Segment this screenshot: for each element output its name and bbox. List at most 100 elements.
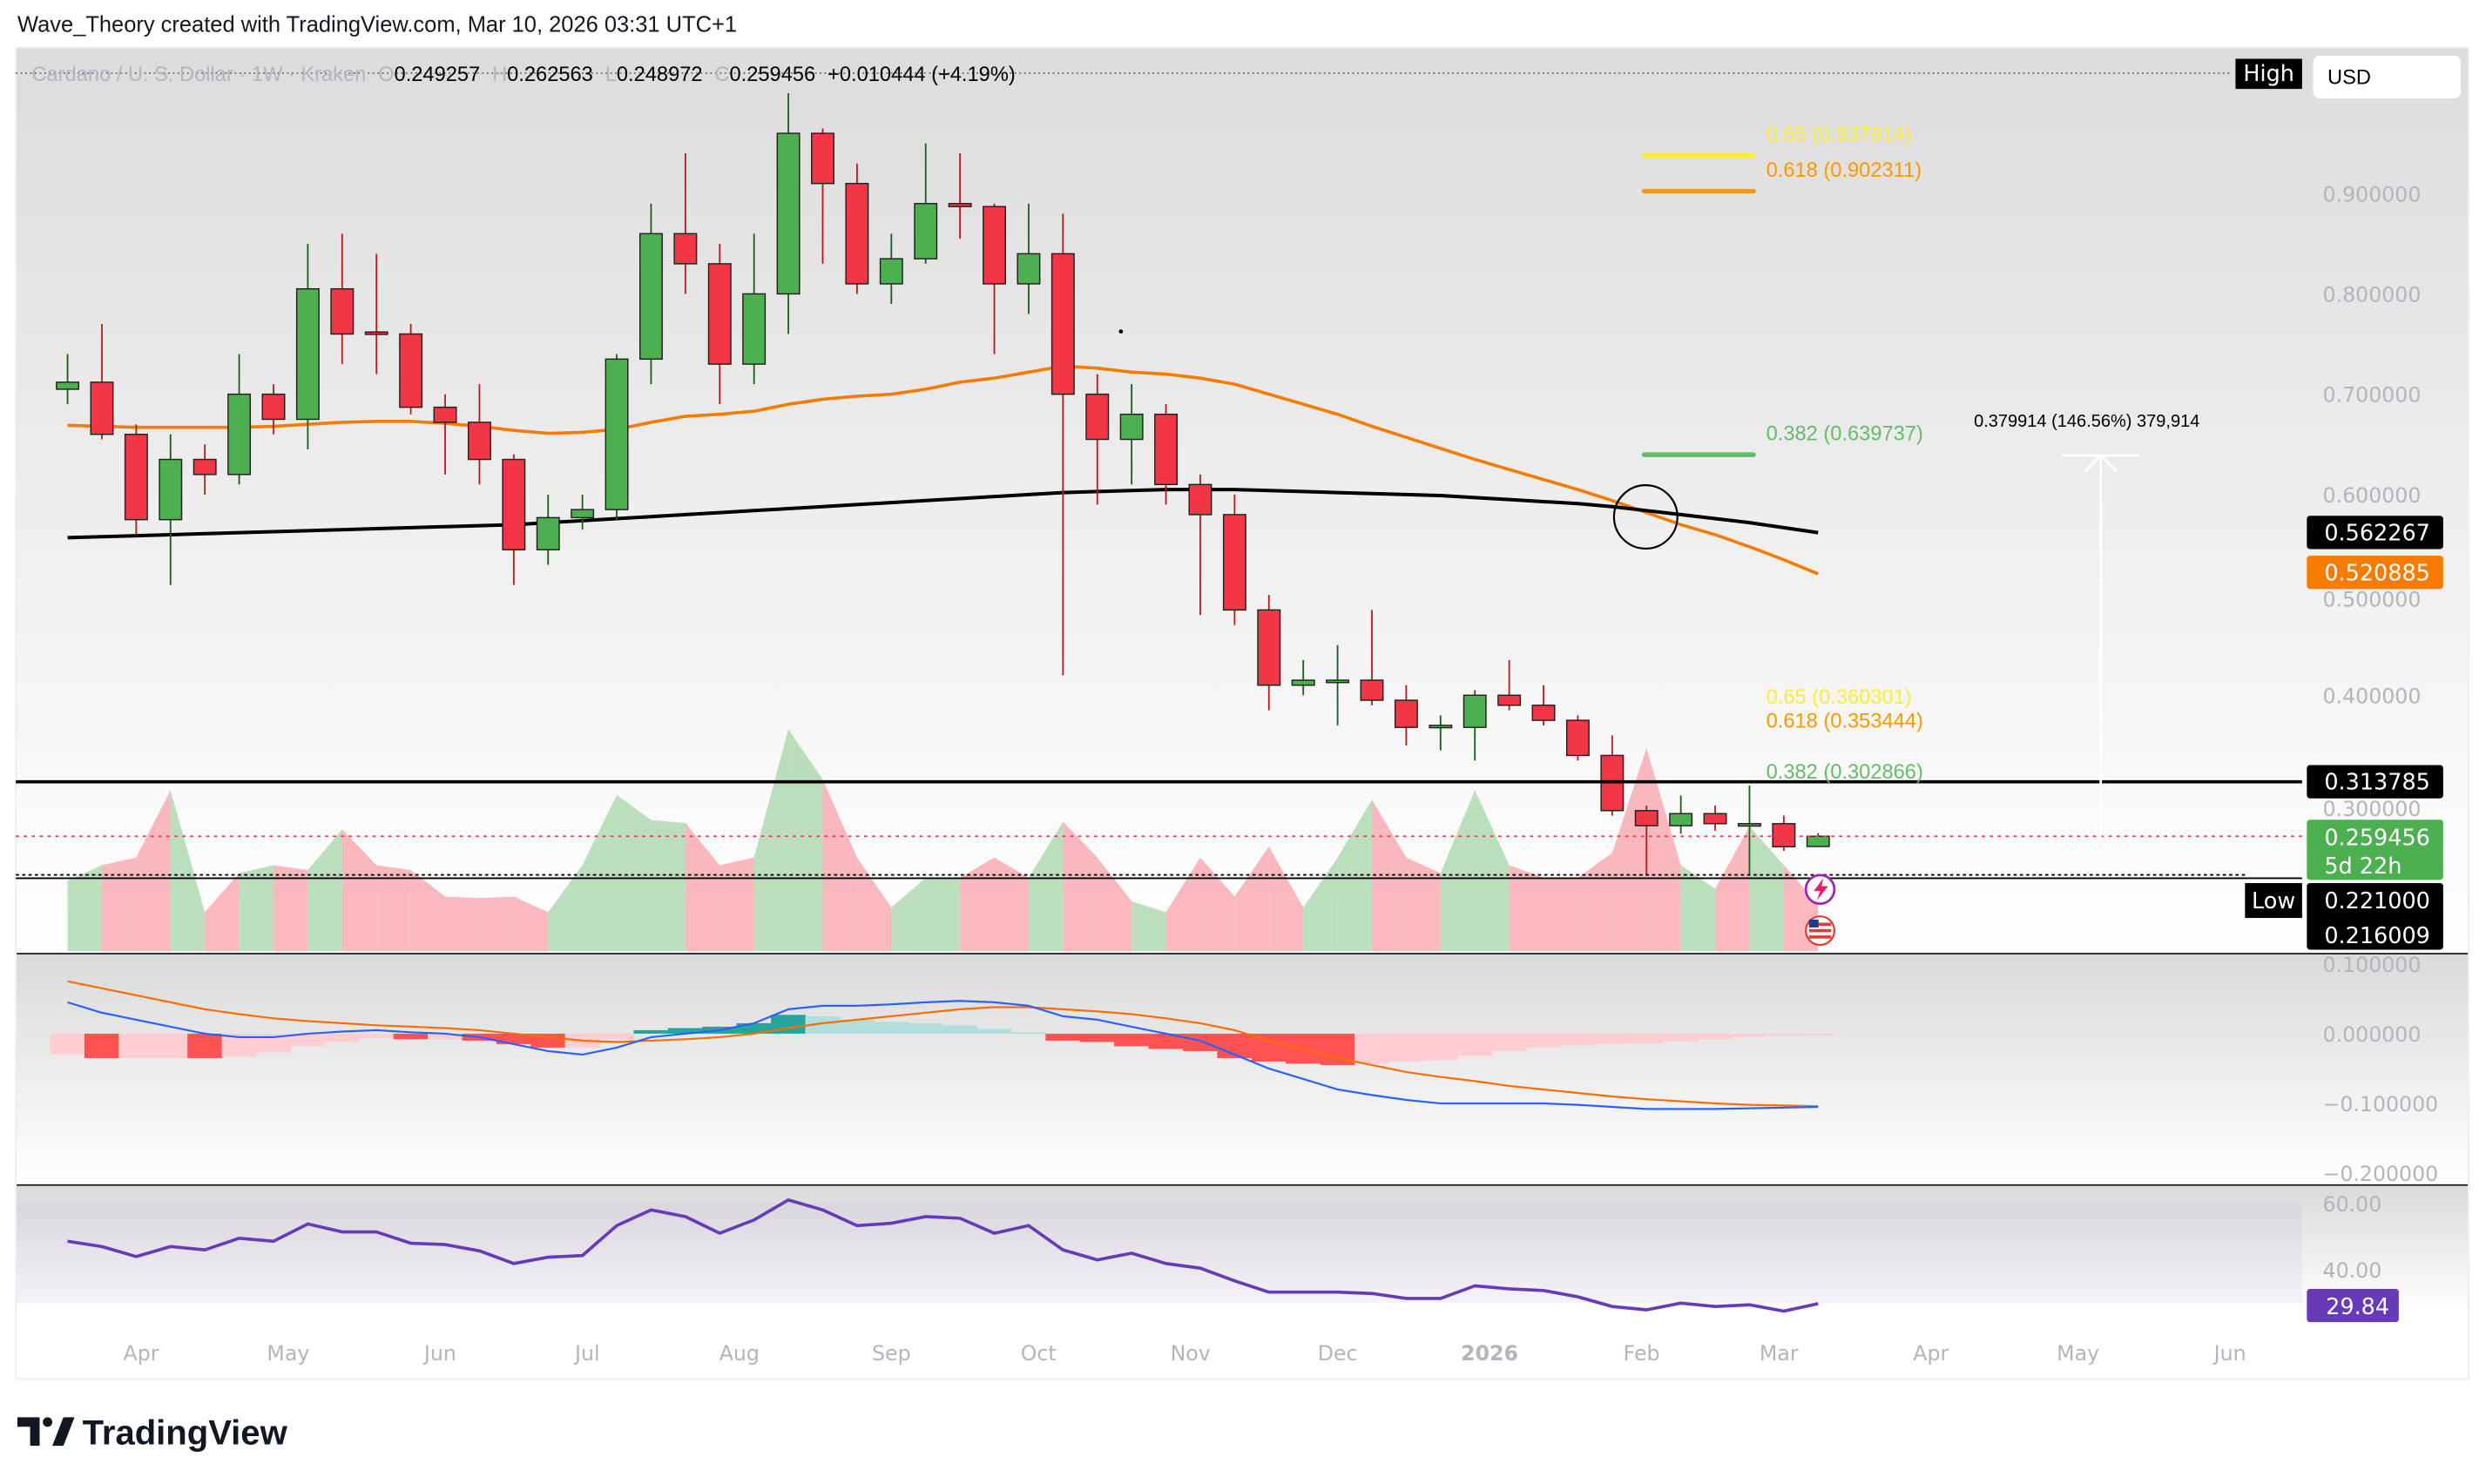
candle bbox=[742, 293, 767, 365]
volume-segment bbox=[788, 729, 823, 952]
volume-segment bbox=[617, 794, 652, 952]
candle bbox=[1565, 719, 1590, 757]
volume-segment bbox=[1440, 790, 1476, 952]
candle bbox=[1772, 823, 1796, 848]
volume-segment bbox=[67, 865, 102, 952]
fib-label: 0.65 (0.937914) bbox=[1767, 124, 1912, 146]
candle bbox=[124, 434, 148, 521]
candle bbox=[1017, 253, 1041, 285]
macd-histogram-bar bbox=[187, 1033, 223, 1058]
candle bbox=[571, 509, 595, 519]
candle bbox=[1360, 679, 1384, 701]
macd-histogram-bar bbox=[976, 1029, 1012, 1034]
volume-segment bbox=[1646, 747, 1681, 952]
volume-segment bbox=[513, 896, 549, 952]
price-tick: 0.900000 bbox=[2323, 182, 2422, 206]
currency-button[interactable]: USD bbox=[2313, 55, 2461, 99]
candle bbox=[399, 333, 423, 408]
rsi-tick: 60.00 bbox=[2323, 1192, 2382, 1217]
time-tick: Apr bbox=[1913, 1341, 1949, 1366]
time-tick: Jul bbox=[573, 1341, 600, 1366]
volume-segment bbox=[719, 857, 754, 952]
macd-histogram-bar bbox=[805, 1015, 841, 1034]
price-tick: 0.700000 bbox=[2323, 383, 2422, 408]
macd-tick: −0.200000 bbox=[2323, 1162, 2439, 1186]
macd-histogram-bar bbox=[1114, 1033, 1150, 1047]
macd-histogram-bar bbox=[50, 1033, 85, 1055]
macd-histogram-bar bbox=[290, 1033, 326, 1047]
volume-segment bbox=[1165, 857, 1200, 952]
candle bbox=[295, 287, 320, 421]
ema-price-label: 0.520885 bbox=[2324, 560, 2430, 586]
ema-line bbox=[67, 364, 1819, 576]
candle bbox=[1257, 609, 1281, 686]
macd-histogram-bar bbox=[908, 1022, 943, 1034]
lightning-icon[interactable] bbox=[1804, 874, 1836, 906]
volume-segment bbox=[1509, 865, 1544, 952]
tradingview-logo[interactable]: TradingView bbox=[17, 1413, 288, 1452]
candle bbox=[776, 132, 801, 295]
macd-histogram-bar bbox=[152, 1033, 188, 1058]
rsi-indicator bbox=[67, 1197, 1819, 1313]
price-tick: 0.300000 bbox=[2323, 797, 2422, 821]
time-tick: Nov bbox=[1171, 1341, 1211, 1366]
candle bbox=[330, 287, 355, 335]
time-tick: May bbox=[2057, 1341, 2099, 1366]
macd-histogram-bar bbox=[1732, 1033, 1767, 1037]
fib-label: 0.65 (0.360301) bbox=[1767, 686, 1912, 709]
macd-histogram-bar bbox=[633, 1029, 669, 1034]
candle bbox=[364, 331, 388, 335]
header-credit: Wave_Theory created with TradingView.com… bbox=[17, 13, 737, 37]
low-line-label: 0.221000 bbox=[2324, 888, 2430, 914]
rsi-tick: 40.00 bbox=[2323, 1258, 2382, 1283]
rsi-band bbox=[16, 1203, 2302, 1304]
volume-segment bbox=[341, 829, 377, 952]
sma-price-label: 0.562267 bbox=[2324, 520, 2430, 546]
us-flag-icon[interactable] bbox=[1805, 915, 1836, 947]
marker-dot bbox=[1118, 329, 1124, 334]
macd-histogram-bar bbox=[1457, 1033, 1493, 1056]
volume-segment bbox=[1234, 847, 1269, 952]
candle bbox=[227, 393, 252, 476]
volume-segment bbox=[582, 794, 618, 952]
candle bbox=[1429, 725, 1453, 729]
macd-pane[interactable] bbox=[16, 954, 2469, 1184]
low-marker-badge bbox=[2245, 882, 2302, 919]
time-tick: Jun bbox=[422, 1341, 456, 1366]
candle bbox=[914, 203, 938, 260]
currency-label[interactable]: USD bbox=[2327, 67, 2371, 90]
candle bbox=[1497, 694, 1522, 706]
low-price-label: 0.216009 bbox=[2324, 923, 2430, 949]
macd-histogram-bar bbox=[427, 1033, 463, 1040]
symbol-name[interactable]: Cardano / U. S. Dollar · 1W · Kraken bbox=[31, 64, 366, 86]
volume-segment bbox=[410, 869, 446, 952]
candle bbox=[638, 233, 663, 361]
volume-segment bbox=[376, 865, 411, 952]
price-tick: 0.600000 bbox=[2323, 483, 2422, 508]
macd-histogram-bar bbox=[1010, 1032, 1046, 1035]
time-tick: Aug bbox=[719, 1341, 760, 1366]
volume-segment bbox=[307, 829, 342, 952]
volume-segment bbox=[1680, 865, 1716, 952]
resistance-price-label: 0.313785 bbox=[2324, 770, 2430, 796]
macd-tick: −0.100000 bbox=[2323, 1092, 2439, 1116]
candles bbox=[56, 93, 1830, 876]
ohlc-legend: Cardano / U. S. Dollar · 1W · Kraken O0.… bbox=[31, 64, 1015, 86]
volume-segment bbox=[1749, 826, 1784, 952]
candle bbox=[811, 132, 834, 185]
candle bbox=[707, 263, 732, 365]
candle bbox=[1703, 813, 1727, 825]
candle bbox=[879, 258, 903, 285]
candle bbox=[1463, 694, 1487, 728]
candle bbox=[1050, 253, 1075, 395]
volume-segment bbox=[479, 896, 514, 952]
rsi-line bbox=[67, 1197, 1819, 1313]
macd-histogram-bar bbox=[1629, 1033, 1665, 1044]
candle bbox=[90, 381, 114, 435]
main-pane[interactable] bbox=[16, 47, 2469, 954]
macd-line bbox=[67, 1000, 1819, 1110]
volume-segment bbox=[170, 790, 206, 952]
volume-segment bbox=[548, 865, 583, 952]
time-axis[interactable] bbox=[16, 1312, 2469, 1379]
